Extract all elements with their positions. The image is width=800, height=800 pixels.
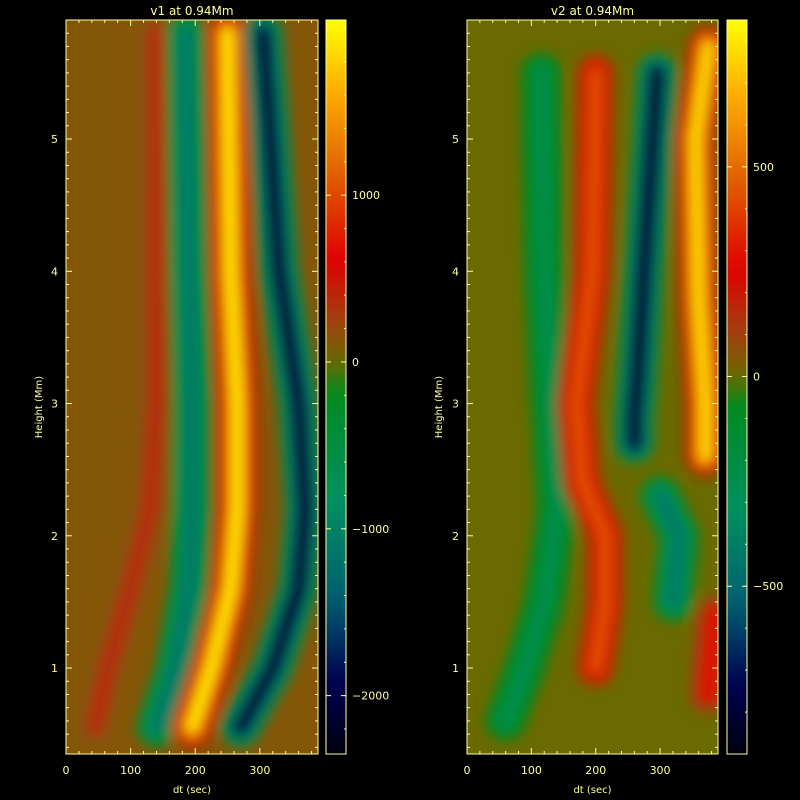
heatmap-ridge-0-level-3 [501, 68, 562, 725]
y-axis-label: Height (Mm) [434, 376, 445, 439]
colorbar-tick-label: 500 [753, 161, 774, 174]
y-tick-label: 3 [51, 398, 58, 411]
heatmap-field [66, 20, 318, 754]
colorbar [726, 19, 748, 755]
y-tick-label: 5 [452, 133, 459, 146]
y-tick-label: 1 [51, 662, 58, 675]
heatmap-ridge-4-level-3 [691, 42, 713, 461]
chart-title: v2 at 0.94Mm [551, 4, 634, 18]
x-tick-label: 300 [650, 764, 671, 777]
heatmap-field [467, 20, 718, 754]
panel-v2: 0 100 200 300 1 2 3 4 5 v2 at 0.94Mm dt (sec) Heigh… [434, 4, 783, 796]
x-tick-label: 200 [585, 764, 606, 777]
colorbar-tick-label: −1000 [352, 523, 389, 536]
x-axis-label: dt (sec) [573, 785, 611, 796]
heatmap-ridge-5-level-3 [704, 611, 718, 699]
heatmap-ridge-1-level-3 [572, 68, 610, 672]
colorbar-tick-label: −500 [753, 580, 783, 593]
heatmap-ridge-3-level-3 [236, 29, 310, 732]
plot-frame [65, 19, 319, 755]
x-tick-label: 300 [249, 764, 270, 777]
heatmap-ridge-1-level-3 [152, 29, 196, 732]
x-axis-label: dt (sec) [173, 785, 211, 796]
panel-v1: 0 100 200 300 1 2 3 4 5 v1 at 0.94Mm dt (sec) Heigh… [34, 4, 389, 796]
y-tick-label: 5 [51, 133, 58, 146]
x-tick-label: 0 [63, 764, 70, 777]
y-tick-label: 4 [51, 265, 58, 278]
colorbar-tick-label: 1000 [352, 189, 380, 202]
y-tick-label: 3 [452, 398, 459, 411]
chart-title: v1 at 0.94Mm [150, 4, 233, 18]
heatmap-ridge-3-level-3 [656, 492, 684, 606]
y-axis-label: Height (Mm) [34, 376, 45, 439]
y-tick-label: 2 [452, 530, 459, 543]
plot-frame [466, 19, 719, 755]
colorbar [325, 19, 347, 755]
x-tick-label: 200 [185, 764, 206, 777]
heatmap-ridge-0-level-3 [91, 29, 161, 732]
x-tick-label: 0 [464, 764, 471, 777]
heatmap-ridge-2-level-3 [630, 68, 661, 448]
colorbar-tick-label: 0 [352, 356, 359, 369]
y-tick-label: 1 [452, 662, 459, 675]
x-tick-label: 100 [521, 764, 542, 777]
x-tick-label: 100 [120, 764, 141, 777]
colorbar-tick-label: −2000 [352, 690, 389, 703]
heatmap-ridge-2-level-3 [188, 29, 242, 732]
colorbar-tick-label: 0 [753, 371, 760, 384]
y-tick-label: 2 [51, 530, 58, 543]
y-tick-label: 4 [452, 265, 459, 278]
